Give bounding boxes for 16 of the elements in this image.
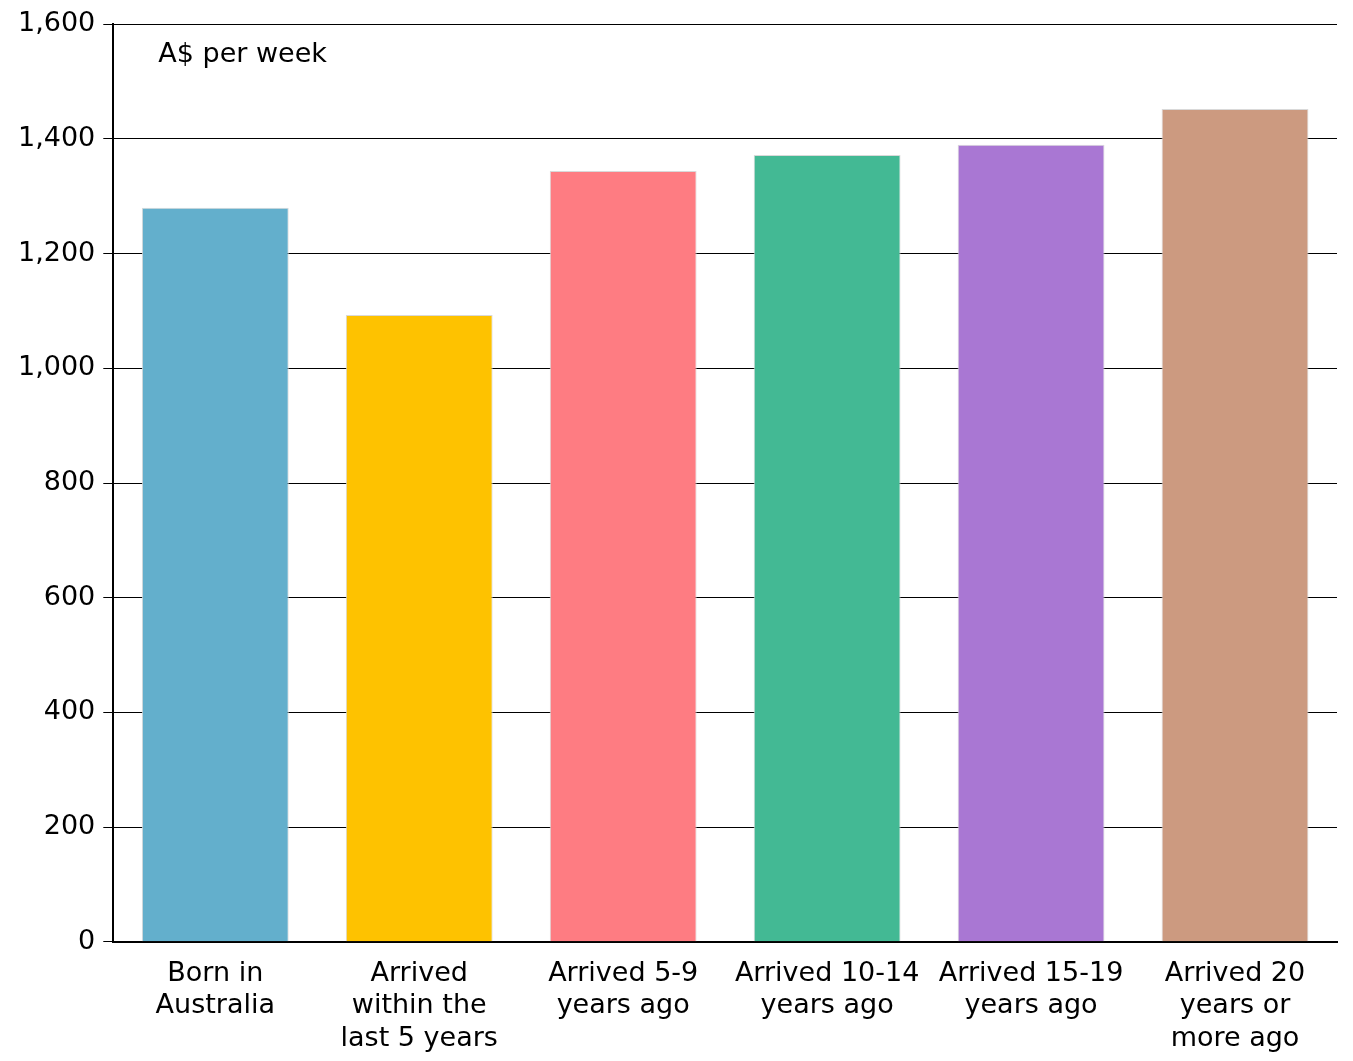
y-tick-label: 1,200 [18,235,96,267]
y-tick-label: 200 [43,809,96,841]
y-tick-label: 400 [43,694,96,726]
x-tick-label: Arrived 15-19 years ago [938,956,1124,1020]
x-tick-label: Arrived 20 years or more ago [1164,956,1306,1052]
y-tick-label: 1,400 [18,120,96,152]
y-tick-label: 800 [43,465,96,497]
y-tick-label: 0 [78,923,96,955]
y-tick-label: 1,600 [18,6,96,38]
x-tick-label: Arrived 5-9 years ago [548,956,699,1020]
y-tick-label: 1,000 [18,350,96,382]
x-tick-label: Arrived within the last 5 years [340,956,498,1052]
y-axis-title: A$ per week [158,37,328,69]
y-tick-label: 600 [43,579,96,611]
x-tick-label: Born in Australia [155,956,275,1020]
x-tick-label: Arrived 10-14 years ago [734,956,920,1020]
